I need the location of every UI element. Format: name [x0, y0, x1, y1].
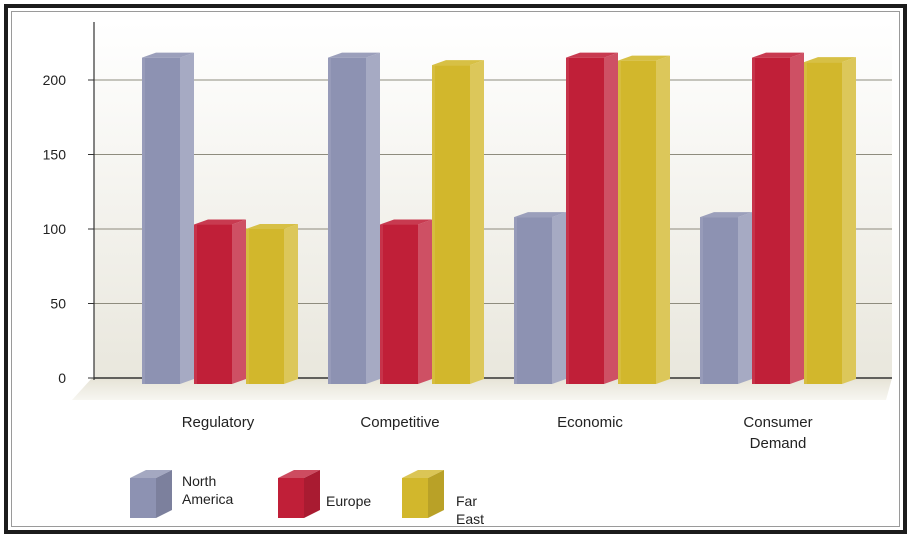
bar [194, 219, 246, 384]
x-tick-label: Economic [557, 414, 623, 431]
y-tick-label: 200 [43, 72, 67, 88]
bar [752, 52, 804, 385]
legend-label: North America [182, 473, 234, 507]
bar [380, 219, 432, 384]
legend-swatch-far-east [402, 470, 444, 518]
bar [246, 224, 298, 384]
bar [618, 55, 670, 384]
bar [804, 57, 856, 385]
y-tick-label: 0 [58, 370, 66, 386]
y-axis-ticks: 0 50 100 150 200 [43, 22, 95, 386]
x-axis-labels: Regulatory Competitive Economic Consumer Dem… [182, 414, 813, 452]
legend-label: Far East [456, 493, 485, 527]
x-tick-label: Consumer [743, 414, 812, 431]
x-tick-label: Demand [750, 435, 807, 452]
y-tick-label: 50 [50, 296, 66, 312]
bars [142, 52, 856, 385]
legend-swatch-europe [278, 470, 320, 518]
y-tick-label: 100 [43, 221, 67, 237]
bar [566, 52, 618, 385]
bar [142, 52, 194, 385]
legend-label: Europe [326, 493, 372, 509]
y-tick-label: 150 [43, 147, 67, 163]
x-tick-label: Regulatory [182, 414, 255, 431]
bar [514, 212, 566, 384]
bar [432, 60, 484, 384]
legend-swatch-north-america [130, 470, 172, 518]
x-tick-label: Competitive [360, 414, 439, 431]
bar [328, 52, 380, 385]
bar [700, 212, 752, 384]
